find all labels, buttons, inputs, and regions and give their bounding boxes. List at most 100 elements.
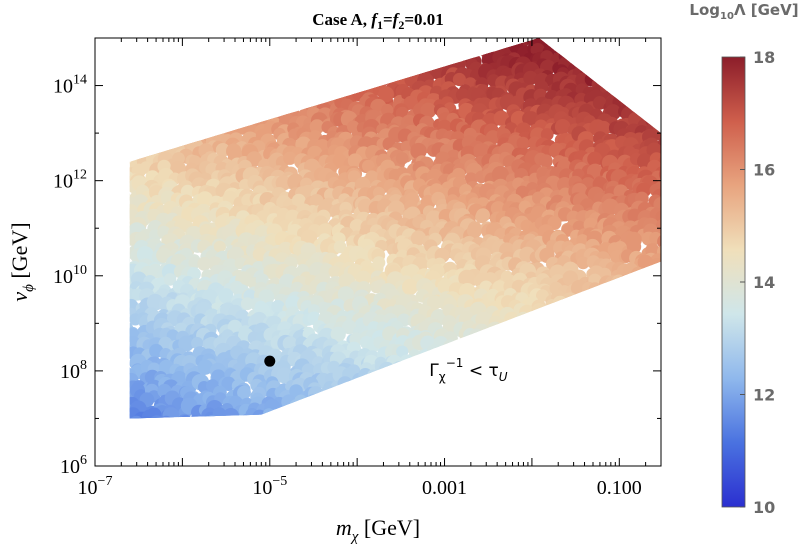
scatter-point <box>663 259 678 274</box>
scatter-point <box>456 408 472 419</box>
scatter-point <box>628 358 641 372</box>
scatter-point <box>129 135 140 149</box>
scatter-point <box>612 386 625 399</box>
scatter-point <box>617 59 633 76</box>
scatter-point <box>640 290 658 307</box>
scatter-point <box>595 386 613 404</box>
scatter-point <box>113 365 129 381</box>
scatter-point <box>603 69 619 85</box>
scatter-point <box>621 71 639 89</box>
scatter-point <box>272 38 288 39</box>
scatter-point <box>495 327 508 340</box>
x-label-sub: χ <box>350 529 359 545</box>
scatter-point <box>629 324 647 342</box>
scatter-point <box>648 258 661 275</box>
scatter-point <box>623 282 640 299</box>
scatter-point <box>576 38 591 48</box>
scatter-point <box>333 240 347 254</box>
scatter-point <box>409 60 423 74</box>
scatter-point <box>577 344 592 358</box>
scatter-point <box>588 340 602 354</box>
scatter-point <box>114 104 128 118</box>
y-label-sub: ϕ <box>21 284 37 292</box>
scatter-point <box>648 104 661 121</box>
scatter-point <box>364 375 381 392</box>
scatter-point <box>665 224 681 240</box>
scatter-point <box>216 38 232 39</box>
scatter-point <box>264 88 280 103</box>
scatter-point <box>110 51 124 65</box>
scatter-point <box>666 371 682 387</box>
scatter-point <box>555 38 573 52</box>
scatter-point <box>206 78 219 92</box>
scatter-point <box>148 110 163 125</box>
scatter-point <box>657 390 661 406</box>
scatter-point <box>227 70 240 83</box>
scatter-point <box>564 38 581 43</box>
scatter-point <box>358 70 375 87</box>
scatter-point <box>276 367 293 384</box>
scatter-point <box>528 379 541 393</box>
scatter-point <box>112 40 124 52</box>
scatter-point <box>282 38 295 50</box>
scatter-point <box>420 397 437 413</box>
scatter-point <box>512 373 525 386</box>
scatter-point <box>170 23 184 37</box>
scatter-point <box>570 385 587 401</box>
scatter-point <box>412 398 428 413</box>
scatter-point <box>356 44 369 58</box>
scatter-point <box>436 383 450 398</box>
scatter-point <box>613 376 628 392</box>
scatter-point <box>515 393 528 406</box>
scatter-point <box>213 240 226 253</box>
scatter-point <box>559 417 572 419</box>
scatter-point <box>290 39 304 53</box>
scatter-point <box>180 65 198 82</box>
scatter-point <box>531 388 544 401</box>
scatter-point <box>508 333 521 346</box>
scatter-point <box>548 357 563 373</box>
scatter-point <box>404 417 421 419</box>
scatter-point <box>154 124 171 142</box>
scatter-point <box>483 339 497 352</box>
scatter-point <box>334 44 348 58</box>
scatter-point <box>509 416 527 419</box>
scatter-point <box>324 409 341 419</box>
scatter-point <box>144 104 162 121</box>
scatter-point <box>444 38 461 55</box>
scatter-point <box>595 300 610 314</box>
scatter-point <box>394 38 411 56</box>
scatter-point <box>336 385 353 401</box>
scatter-point <box>109 257 124 272</box>
scatter-point <box>509 324 524 339</box>
scatter-point <box>179 76 193 90</box>
scatter-point <box>557 398 573 414</box>
scatter-point <box>576 256 590 270</box>
scatter-point <box>608 390 624 406</box>
scatter-point <box>289 384 303 398</box>
scatter-point <box>133 85 147 100</box>
scatter-point <box>515 331 531 346</box>
scatter-point <box>582 16 597 31</box>
scatter-point <box>281 48 295 63</box>
colorbar-label-sub: 10 <box>720 11 734 22</box>
scatter-point <box>543 413 559 419</box>
scatter-point <box>635 271 652 288</box>
scatter-point <box>592 290 610 308</box>
scatter-point <box>582 302 596 316</box>
scatter-point <box>144 47 161 63</box>
scatter-point <box>624 20 640 36</box>
scatter-point <box>212 57 227 73</box>
scatter-point <box>575 38 593 39</box>
scatter-point <box>664 149 678 163</box>
scatter-point <box>502 320 518 336</box>
scatter-point <box>647 20 662 35</box>
scatter-point <box>546 397 564 414</box>
scatter-point <box>569 333 585 349</box>
scatter-point <box>627 296 641 310</box>
scatter-point <box>258 26 270 38</box>
scatter-point <box>651 278 661 292</box>
scatter-point <box>554 119 571 135</box>
scatter-point <box>481 412 499 419</box>
scatter-point <box>611 294 626 308</box>
